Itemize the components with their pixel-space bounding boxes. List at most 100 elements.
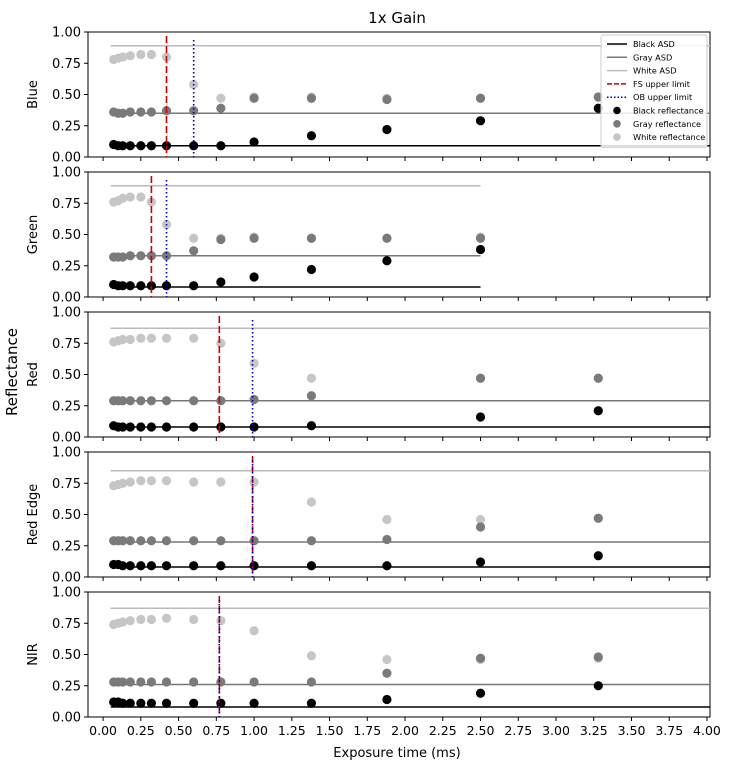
x-tick-label: 3.50 — [618, 723, 646, 738]
point-black — [216, 561, 226, 571]
point-white — [161, 476, 172, 486]
legend-marker — [613, 120, 621, 128]
legend-label: Black ASD — [633, 39, 675, 49]
x-tick-label: 2.50 — [467, 723, 495, 738]
point-gray — [189, 396, 199, 406]
panel-red: 0.00 0.25 0.50 0.75 1.00 Red — [26, 306, 711, 446]
point-black — [118, 698, 128, 708]
y-tick-label: 0.50 — [52, 368, 81, 383]
point-black — [146, 422, 157, 432]
point-gray — [118, 252, 128, 262]
x-tick-label: 0.75 — [202, 723, 230, 738]
point-black — [475, 116, 486, 126]
point-white — [249, 358, 259, 368]
point-white — [136, 192, 146, 202]
point-black — [136, 141, 146, 151]
point-gray — [475, 233, 486, 243]
point-black — [136, 422, 146, 432]
point-black — [216, 141, 226, 151]
legend-label: Black reflectance — [633, 106, 704, 116]
point-gray — [475, 93, 486, 103]
y-axis-label: Reflectance — [3, 328, 21, 416]
point-black — [249, 698, 259, 708]
panel-label: Red Edge — [26, 484, 41, 546]
point-black — [382, 124, 392, 135]
point-black — [306, 264, 317, 275]
y-tick-label: 0.25 — [52, 399, 81, 414]
point-white — [216, 338, 226, 348]
legend-label: OB upper limit — [633, 92, 693, 102]
point-black — [136, 698, 146, 708]
point-black — [161, 141, 172, 151]
point-black — [216, 422, 226, 432]
point-black — [216, 277, 226, 287]
point-gray — [382, 233, 392, 243]
point-gray — [125, 396, 135, 406]
y-tick-label: 0.25 — [52, 539, 81, 554]
x-tick-label: 2.00 — [391, 723, 419, 738]
point-black — [136, 281, 146, 291]
point-black — [382, 256, 392, 266]
panel-frame — [87, 591, 711, 718]
panel-label: Green — [26, 215, 41, 254]
point-gray — [125, 251, 135, 261]
point-white — [306, 497, 317, 507]
point-black — [125, 698, 135, 708]
point-white — [125, 616, 135, 626]
point-white — [146, 476, 157, 486]
point-white — [118, 334, 128, 345]
y-tick-label: 0.25 — [52, 259, 81, 274]
y-tick-label: 0.50 — [52, 228, 81, 243]
point-gray — [249, 93, 259, 103]
point-gray — [593, 373, 603, 383]
point-black — [189, 281, 199, 291]
panel-label: Red — [26, 362, 41, 387]
point-black — [118, 281, 128, 291]
point-gray — [216, 396, 226, 406]
y-tick-label: 0.75 — [52, 57, 81, 72]
legend-marker — [613, 133, 621, 141]
point-black — [136, 561, 146, 571]
point-black — [593, 406, 603, 416]
point-gray — [382, 94, 392, 105]
y-tick-label: 1.00 — [52, 166, 81, 181]
chart-title: 1x Gain — [368, 9, 426, 27]
y-tick-label: 0.00 — [52, 571, 81, 586]
point-black — [475, 244, 486, 255]
point-black — [306, 421, 317, 431]
point-gray — [125, 107, 135, 117]
point-gray — [189, 106, 199, 116]
panel-label: Blue — [26, 80, 41, 109]
point-white — [125, 334, 135, 345]
y-tick-label: 0.50 — [52, 508, 81, 523]
point-white — [249, 626, 259, 636]
point-gray — [216, 677, 226, 687]
panel-label: NIR — [26, 643, 41, 666]
point-gray — [118, 396, 128, 406]
point-gray — [136, 536, 146, 546]
point-black — [475, 412, 486, 422]
legend-box — [600, 34, 708, 148]
x-tick-label: 1.50 — [316, 723, 344, 738]
point-white — [125, 477, 135, 487]
point-gray — [249, 536, 259, 546]
legend: Black ASD Gray ASD White ASD FS upper limit… — [600, 34, 708, 148]
point-black — [382, 561, 392, 571]
point-black — [189, 141, 199, 151]
point-white — [136, 49, 146, 60]
y-tick-label: 0.50 — [52, 88, 81, 103]
point-black — [306, 698, 317, 708]
legend-marker — [613, 106, 621, 115]
x-tick-label: 2.75 — [504, 723, 532, 738]
x-tick-label: 2.25 — [429, 723, 457, 738]
point-black — [125, 422, 135, 432]
panel-frame — [87, 171, 711, 298]
x-tick-label: 3.25 — [580, 723, 608, 738]
point-black — [146, 698, 157, 708]
panel-green: 0.00 0.25 0.50 0.75 1.00 Green — [26, 166, 711, 306]
y-tick-label: 0.50 — [52, 648, 81, 663]
legend-label: FS upper limit — [633, 79, 691, 89]
point-black — [475, 688, 486, 698]
point-black — [216, 698, 226, 708]
